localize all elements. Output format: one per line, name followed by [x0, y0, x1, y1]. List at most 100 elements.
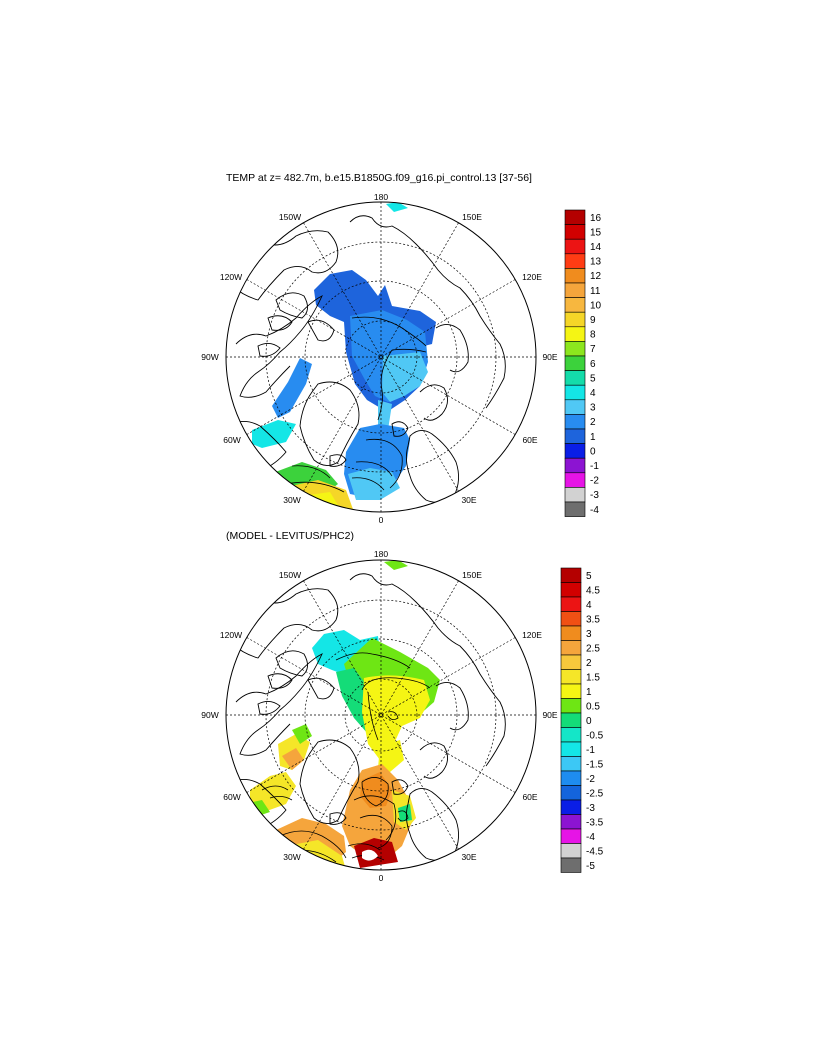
- colorbar-label: -2: [590, 476, 599, 487]
- colorbar-label: 6: [590, 359, 596, 370]
- panel2-coast-taymyr: [435, 682, 469, 731]
- panel2-coast-scandinavia: [405, 788, 459, 861]
- panel1-map-border: [225, 201, 537, 513]
- colorbar-label: 15: [590, 227, 602, 238]
- panel2-missing-data: [362, 849, 378, 861]
- panel1-lon-label: 180: [374, 192, 388, 202]
- colorbar-label: 14: [590, 242, 602, 253]
- colorbar-swatch: [560, 857, 582, 873]
- colorbar-label: 8: [590, 330, 596, 341]
- panel1-contour: [351, 316, 427, 347]
- panel1-coast-novaya: [419, 384, 448, 421]
- panel2-contour: [367, 691, 379, 741]
- panel2-lon-label: 60W: [223, 792, 240, 802]
- colorbar-label: 12: [590, 271, 602, 282]
- panel2-map: 180 150E 120E 90E 60E 30E 0 30W 60W 90W …: [201, 549, 603, 883]
- colorbar-label: 7: [590, 344, 596, 355]
- colorbar-swatch: [560, 770, 582, 786]
- colorbar-swatch: [560, 828, 582, 844]
- colorbar-swatch: [564, 487, 586, 503]
- panel2-fill-green-dot: [398, 804, 412, 822]
- panel1-parallel: [344, 320, 418, 394]
- panel2-contour: [279, 830, 347, 859]
- colorbar-label: -0.5: [586, 730, 604, 741]
- colorbar-label: -4.5: [586, 846, 604, 857]
- colorbar-swatch: [560, 799, 582, 815]
- colorbar-swatch: [560, 567, 582, 583]
- panel1-coast-alaska: [231, 230, 339, 301]
- panel2-lon-label: 180: [374, 549, 388, 559]
- colorbar-label: 3: [590, 403, 596, 414]
- colorbar-label: -3: [586, 803, 595, 814]
- colorbar-label: -2.5: [586, 788, 604, 799]
- panel2-coast-canada: [235, 653, 323, 756]
- panel2-lon-label: 150E: [462, 570, 482, 580]
- colorbar-label: 4: [586, 600, 592, 611]
- panel1-lon-label: 150E: [462, 212, 482, 222]
- panel1-coast-iceland: [329, 454, 347, 467]
- panel1-fill-cyan-centre: [382, 352, 428, 402]
- colorbar-swatch: [560, 640, 582, 656]
- colorbar-label: 3: [586, 629, 592, 640]
- panel2-fill-red-south: [354, 838, 398, 868]
- colorbar-swatch: [564, 428, 586, 444]
- colorbar-swatch: [560, 683, 582, 699]
- panel1-fill-labrador: [252, 420, 296, 448]
- panel2-coast-iceland: [329, 812, 347, 825]
- panel1-lon-label: 60W: [223, 435, 240, 445]
- panel2-contour: [261, 785, 293, 801]
- colorbar-label: 11: [590, 286, 601, 297]
- panel2-colorbar: 5 4.5 4 3.5 3 2.5 2 1.5 1 0.5 0 -0.5 -1 -1.5 -2 -2.5 -3 -…: [560, 567, 604, 873]
- panel2-fill-yellow-strait: [378, 740, 404, 772]
- colorbar-label: -1.5: [586, 759, 604, 770]
- panel2-contour: [359, 814, 393, 849]
- panel1-lon-label: 120E: [522, 272, 542, 282]
- colorbar-swatch: [560, 611, 582, 627]
- colorbar-label: 3.5: [586, 614, 600, 625]
- panel2-contour: [397, 810, 409, 822]
- colorbar-swatch: [564, 253, 586, 269]
- panel2-map-border: [225, 559, 537, 871]
- panel2-coast-novaya: [419, 742, 448, 779]
- panel1-lon-label: 0: [379, 515, 384, 525]
- colorbar-swatch: [560, 669, 582, 685]
- colorbar-label: 0: [590, 446, 596, 457]
- panel1-coast-arctic-islands: [257, 292, 335, 357]
- colorbar-label: 1.5: [586, 672, 600, 683]
- panel1-lon-label: 120W: [220, 272, 242, 282]
- panel1-coast-taymyr: [435, 324, 469, 373]
- colorbar-swatch: [560, 582, 582, 598]
- colorbar-label: 16: [590, 213, 602, 224]
- panel1-fill-nordic-cyan: [348, 468, 400, 500]
- panel2-parallel: [304, 638, 458, 792]
- colorbar-label: 10: [590, 300, 602, 311]
- colorbar-swatch: [560, 843, 582, 859]
- colorbar-label: -2: [586, 774, 595, 785]
- panel1-fill-baffin: [272, 358, 312, 418]
- colorbar-swatch: [564, 399, 586, 415]
- colorbar-swatch: [564, 297, 586, 313]
- panel2-lon-label: 90E: [542, 710, 557, 720]
- colorbar-swatch: [560, 727, 582, 743]
- colorbar-swatch: [560, 625, 582, 641]
- panel2-contour: [353, 795, 397, 841]
- colorbar-swatch: [564, 268, 586, 284]
- colorbar-label: 2.5: [586, 643, 600, 654]
- colorbar-swatch: [564, 501, 586, 517]
- panel2-coast-arctic-islands: [257, 650, 335, 715]
- panel2-title: (MODEL - LEVITUS/PHC2): [226, 530, 354, 542]
- colorbar-swatch: [560, 596, 582, 612]
- panel2-coast-alaska: [231, 588, 339, 659]
- panel2-fill-baffin-green: [292, 724, 312, 744]
- panel2-contour: [335, 652, 411, 669]
- colorbar-swatch: [560, 741, 582, 757]
- panel2-lon-label: 120W: [220, 630, 242, 640]
- colorbar-swatch: [564, 311, 586, 328]
- colorbar-label: -3.5: [586, 817, 604, 828]
- colorbar-swatch: [564, 384, 586, 401]
- panel2-lon-label: 0: [379, 873, 384, 883]
- panel2-parallel: [344, 678, 418, 752]
- colorbar-label: -4: [590, 505, 599, 516]
- colorbar-swatch: [564, 209, 586, 225]
